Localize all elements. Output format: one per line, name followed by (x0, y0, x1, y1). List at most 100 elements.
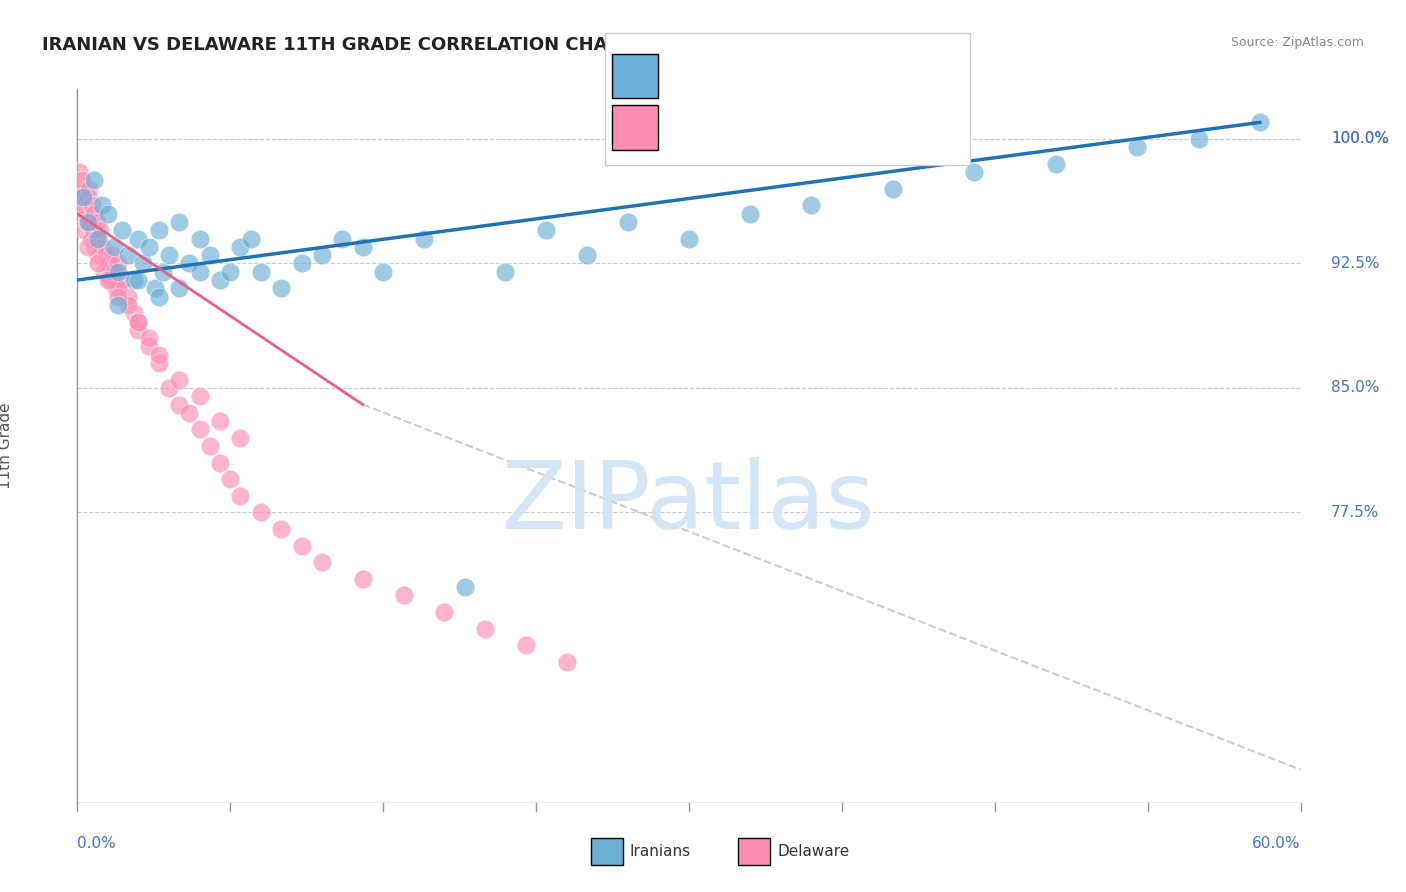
Text: 11th Grade: 11th Grade (0, 402, 14, 490)
Point (70, 190, 93, 204)
Point (188, 265, 211, 279)
Point (72, 173, 94, 187)
Point (188, 231, 211, 245)
Point (117, 290, 139, 304)
Point (219, 472, 242, 486)
Point (617, 215, 640, 229)
Point (138, 339, 160, 353)
Point (169, 281, 191, 295)
Point (198, 439, 221, 453)
Point (105, 281, 128, 295)
Point (198, 248, 221, 262)
Point (515, 638, 537, 652)
Point (67, 165, 90, 179)
Text: ZIPatlas: ZIPatlas (502, 457, 876, 549)
Point (98, 273, 121, 287)
Point (103, 240, 125, 254)
Point (124, 273, 146, 287)
Point (83, 207, 105, 221)
Point (1187, 132, 1209, 146)
Text: IRANIAN VS DELAWARE 11TH GRADE CORRELATION CHART: IRANIAN VS DELAWARE 11TH GRADE CORRELATI… (42, 36, 633, 54)
Point (89, 223, 111, 237)
Text: Iranians: Iranians (630, 845, 690, 859)
Point (229, 489, 252, 503)
Point (311, 248, 333, 262)
Point (740, 207, 762, 221)
Point (152, 265, 174, 279)
Point (534, 223, 557, 237)
Point (1045, 157, 1067, 171)
Text: 77.5%: 77.5% (1331, 505, 1379, 520)
Point (107, 290, 129, 304)
Point (250, 505, 273, 519)
Point (138, 331, 160, 345)
Point (352, 240, 374, 254)
Point (111, 273, 134, 287)
Point (127, 231, 149, 245)
Point (208, 273, 231, 287)
Point (72, 190, 94, 204)
Point (97, 273, 120, 287)
Point (157, 381, 180, 395)
Point (250, 265, 273, 279)
Text: 100.0%: 100.0% (1331, 131, 1389, 146)
Point (107, 265, 129, 279)
Point (79, 231, 101, 245)
Point (311, 555, 333, 569)
Point (127, 314, 149, 328)
Point (413, 231, 436, 245)
Point (86, 215, 108, 229)
Text: Delaware: Delaware (778, 845, 849, 859)
Point (453, 580, 475, 594)
Point (392, 588, 415, 602)
Point (127, 323, 149, 337)
Point (143, 281, 166, 295)
Point (84, 231, 107, 245)
Point (107, 281, 129, 295)
Point (433, 605, 456, 619)
Point (107, 298, 129, 312)
Point (188, 389, 211, 403)
Point (290, 539, 312, 553)
Point (169, 215, 191, 229)
Point (76, 240, 98, 254)
Point (270, 281, 292, 295)
Point (148, 223, 170, 237)
Point (124, 306, 146, 320)
Point (103, 265, 125, 279)
Point (77, 182, 100, 196)
Point (94, 248, 117, 262)
Point (83, 240, 105, 254)
Point (69, 182, 91, 196)
Point (82, 223, 104, 237)
Point (208, 414, 231, 428)
Point (127, 314, 149, 328)
Point (290, 256, 312, 270)
Point (76, 190, 98, 204)
Point (127, 273, 149, 287)
Point (555, 655, 578, 669)
Point (97, 207, 120, 221)
Point (239, 231, 262, 245)
Point (963, 165, 986, 179)
Point (87, 231, 110, 245)
Text: Source: ZipAtlas.com: Source: ZipAtlas.com (1230, 36, 1364, 49)
Point (90, 240, 112, 254)
Point (76, 215, 98, 229)
Point (219, 265, 242, 279)
Point (157, 248, 180, 262)
Text: R = -0.294   N = 67: R = -0.294 N = 67 (668, 119, 858, 136)
Point (474, 622, 496, 636)
Point (97, 256, 120, 270)
Point (270, 522, 292, 536)
Point (179, 406, 201, 420)
Point (576, 248, 599, 262)
Point (800, 198, 823, 212)
Point (79, 215, 101, 229)
Point (117, 248, 139, 262)
Point (87, 256, 110, 270)
Point (76, 215, 98, 229)
Point (75, 223, 97, 237)
Point (371, 265, 394, 279)
Text: 60.0%: 60.0% (1253, 836, 1301, 851)
